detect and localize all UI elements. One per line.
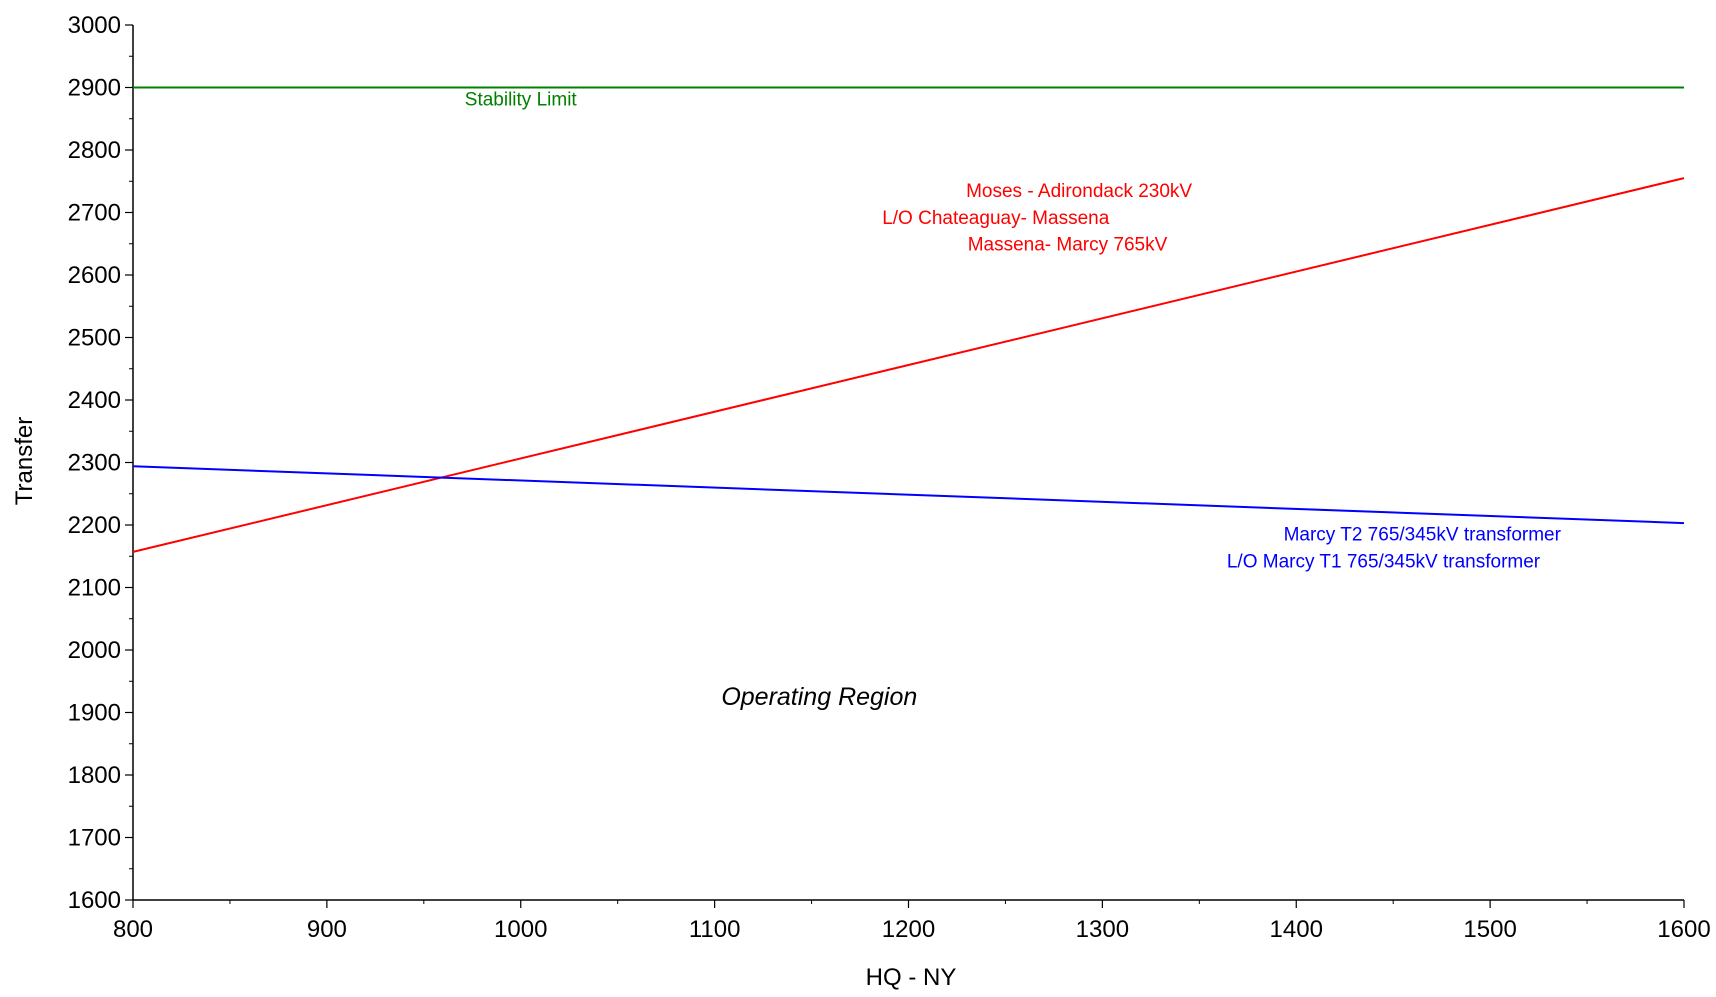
- series-line-moses: [132, 177, 1685, 553]
- x-tick-label: 1100: [689, 916, 741, 943]
- y-tick-label: 2600: [68, 262, 121, 289]
- annotation-operating-region: Operating Region: [721, 683, 917, 711]
- annotation-stability-label: Stability Limit: [465, 90, 578, 111]
- x-tick-label: 1200: [882, 916, 935, 943]
- y-tick-label: 1900: [68, 700, 121, 727]
- y-tick-label: 2700: [68, 200, 121, 227]
- y-axis-label: Transfer: [11, 417, 38, 505]
- x-axis-label: HQ - NY: [866, 964, 957, 991]
- x-tick-label: 1000: [494, 916, 547, 943]
- y-tick-label: 3000: [68, 12, 121, 39]
- annotation-marcy-line-2: L/O Marcy T1 765/345kV transformer: [1227, 552, 1541, 573]
- y-tick-label: 2900: [68, 75, 121, 102]
- y-tick-label: 2500: [68, 325, 121, 352]
- annotation-moses-line-2: L/O Chateaguay- Massena: [882, 208, 1110, 229]
- y-tick-label: 2000: [68, 637, 121, 664]
- y-tick-label: 2100: [68, 575, 121, 602]
- series-lines: [132, 86, 1685, 553]
- y-tick-label: 1700: [68, 825, 121, 852]
- x-tick-label: 900: [307, 916, 347, 943]
- x-tick-label: 1500: [1463, 916, 1516, 943]
- y-tick-label: 2800: [68, 137, 121, 164]
- annotation-marcy-line-1: Marcy T2 765/345kV transformer: [1284, 525, 1562, 546]
- annotation-moses-line-1: Moses - Adirondack 230kV: [966, 181, 1192, 202]
- x-tick-label: 1600: [1657, 916, 1710, 943]
- x-tick-label: 800: [113, 916, 153, 943]
- annotation-moses-line-3: Massena- Marcy 765kV: [968, 235, 1168, 256]
- y-tick-label: 2200: [68, 512, 121, 539]
- y-tick-label: 1600: [68, 887, 121, 914]
- x-tick-label: 1300: [1076, 916, 1129, 943]
- axes: 1600 1700 1800 1900 2000 2100 2200 2300 2400 2500…: [68, 12, 1711, 943]
- annotations: Stability Limit Moses - Adirondack 230kV L…: [465, 90, 1562, 711]
- y-tick-label: 1800: [68, 762, 121, 789]
- x-tick-label: 1400: [1270, 916, 1323, 943]
- y-tick-label: 2300: [68, 450, 121, 477]
- y-tick-label: 2400: [68, 387, 121, 414]
- series-line-marcy: [132, 465, 1685, 525]
